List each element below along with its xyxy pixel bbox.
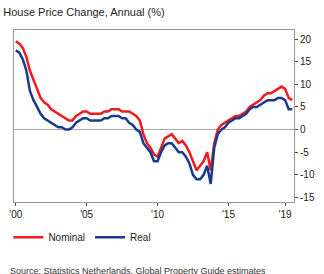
svg-text:'10: '10 bbox=[151, 209, 164, 220]
svg-text:Real: Real bbox=[130, 232, 151, 243]
svg-text:House Price Change, Annual (%): House Price Change, Annual (%) bbox=[3, 6, 164, 18]
svg-text:10: 10 bbox=[300, 79, 312, 90]
svg-text:Source: Statistics Netherlands: Source: Statistics Netherlands, Global P… bbox=[10, 266, 266, 274]
svg-text:5: 5 bbox=[300, 101, 306, 112]
svg-text:-15: -15 bbox=[300, 192, 315, 203]
svg-text:20: 20 bbox=[300, 34, 312, 45]
svg-text:Nominal: Nominal bbox=[48, 232, 85, 243]
svg-text:'19: '19 bbox=[279, 209, 292, 220]
svg-text:15: 15 bbox=[300, 56, 312, 67]
svg-text:-5: -5 bbox=[300, 147, 309, 158]
svg-text:0: 0 bbox=[300, 124, 306, 135]
svg-text:'15: '15 bbox=[222, 209, 235, 220]
svg-text:'05: '05 bbox=[80, 209, 93, 220]
svg-text:-10: -10 bbox=[300, 169, 315, 180]
svg-text:'00: '00 bbox=[9, 209, 22, 220]
